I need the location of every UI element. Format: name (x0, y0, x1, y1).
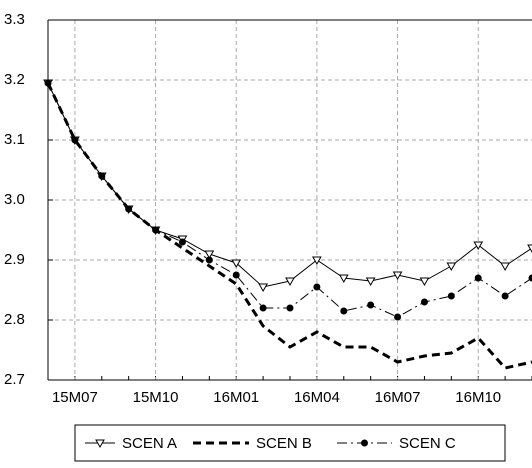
data-point (392, 271, 403, 281)
series-line (47, 82, 532, 288)
data-point (338, 274, 349, 284)
data-point (367, 301, 375, 309)
legend-label: SCEN A (122, 435, 177, 452)
x-tick-label: 15M10 (133, 389, 179, 406)
y-tick-label: 2.9 (4, 251, 25, 268)
data-point (500, 262, 510, 272)
y-tick-label: 2.7 (4, 371, 25, 388)
data-point (528, 274, 532, 282)
x-tick-label: 16M04 (294, 389, 340, 406)
legend-marker (95, 439, 105, 449)
data-point (474, 274, 482, 282)
legend-marker (361, 439, 368, 447)
data-point (71, 136, 79, 144)
data-point (125, 205, 133, 213)
legend-label: SCEN B (256, 435, 312, 452)
data-point (420, 298, 428, 306)
data-point (527, 244, 532, 254)
data-point (152, 226, 160, 234)
data-point (205, 256, 213, 264)
y-tick-label: 3.2 (4, 71, 25, 88)
legend-box (74, 424, 506, 462)
data-point (394, 313, 402, 321)
data-point (232, 271, 240, 279)
x-tick-label: 16M10 (455, 389, 501, 406)
data-point (312, 256, 322, 266)
series-line (46, 82, 532, 370)
legend: SCEN A SCEN B SCEN C (85, 435, 456, 452)
x-tick-label: 15M07 (52, 389, 98, 406)
data-point (258, 283, 268, 293)
x-tick-label: 16M01 (213, 389, 259, 406)
data-point (98, 172, 106, 180)
data-point (286, 304, 294, 312)
data-point (285, 277, 295, 287)
data-point (231, 259, 242, 269)
data-point (501, 292, 509, 300)
y-tick-label: 3.0 (4, 191, 25, 208)
y-tick-label: 2.8 (4, 311, 25, 328)
data-point (313, 283, 321, 291)
data-point (419, 277, 430, 287)
data-point (447, 292, 455, 300)
legend-label: SCEN C (399, 435, 456, 452)
data-point (204, 250, 215, 260)
data-point (44, 79, 52, 87)
data-point (178, 238, 186, 246)
y-tick-label: 3.1 (4, 131, 25, 148)
data-point (340, 307, 348, 315)
data-point (365, 277, 376, 287)
data-point (473, 241, 484, 251)
data-point (259, 304, 267, 312)
data-point (446, 262, 457, 272)
y-tick-label: 3.3 (4, 11, 25, 28)
x-tick-label: 16M07 (375, 389, 421, 406)
